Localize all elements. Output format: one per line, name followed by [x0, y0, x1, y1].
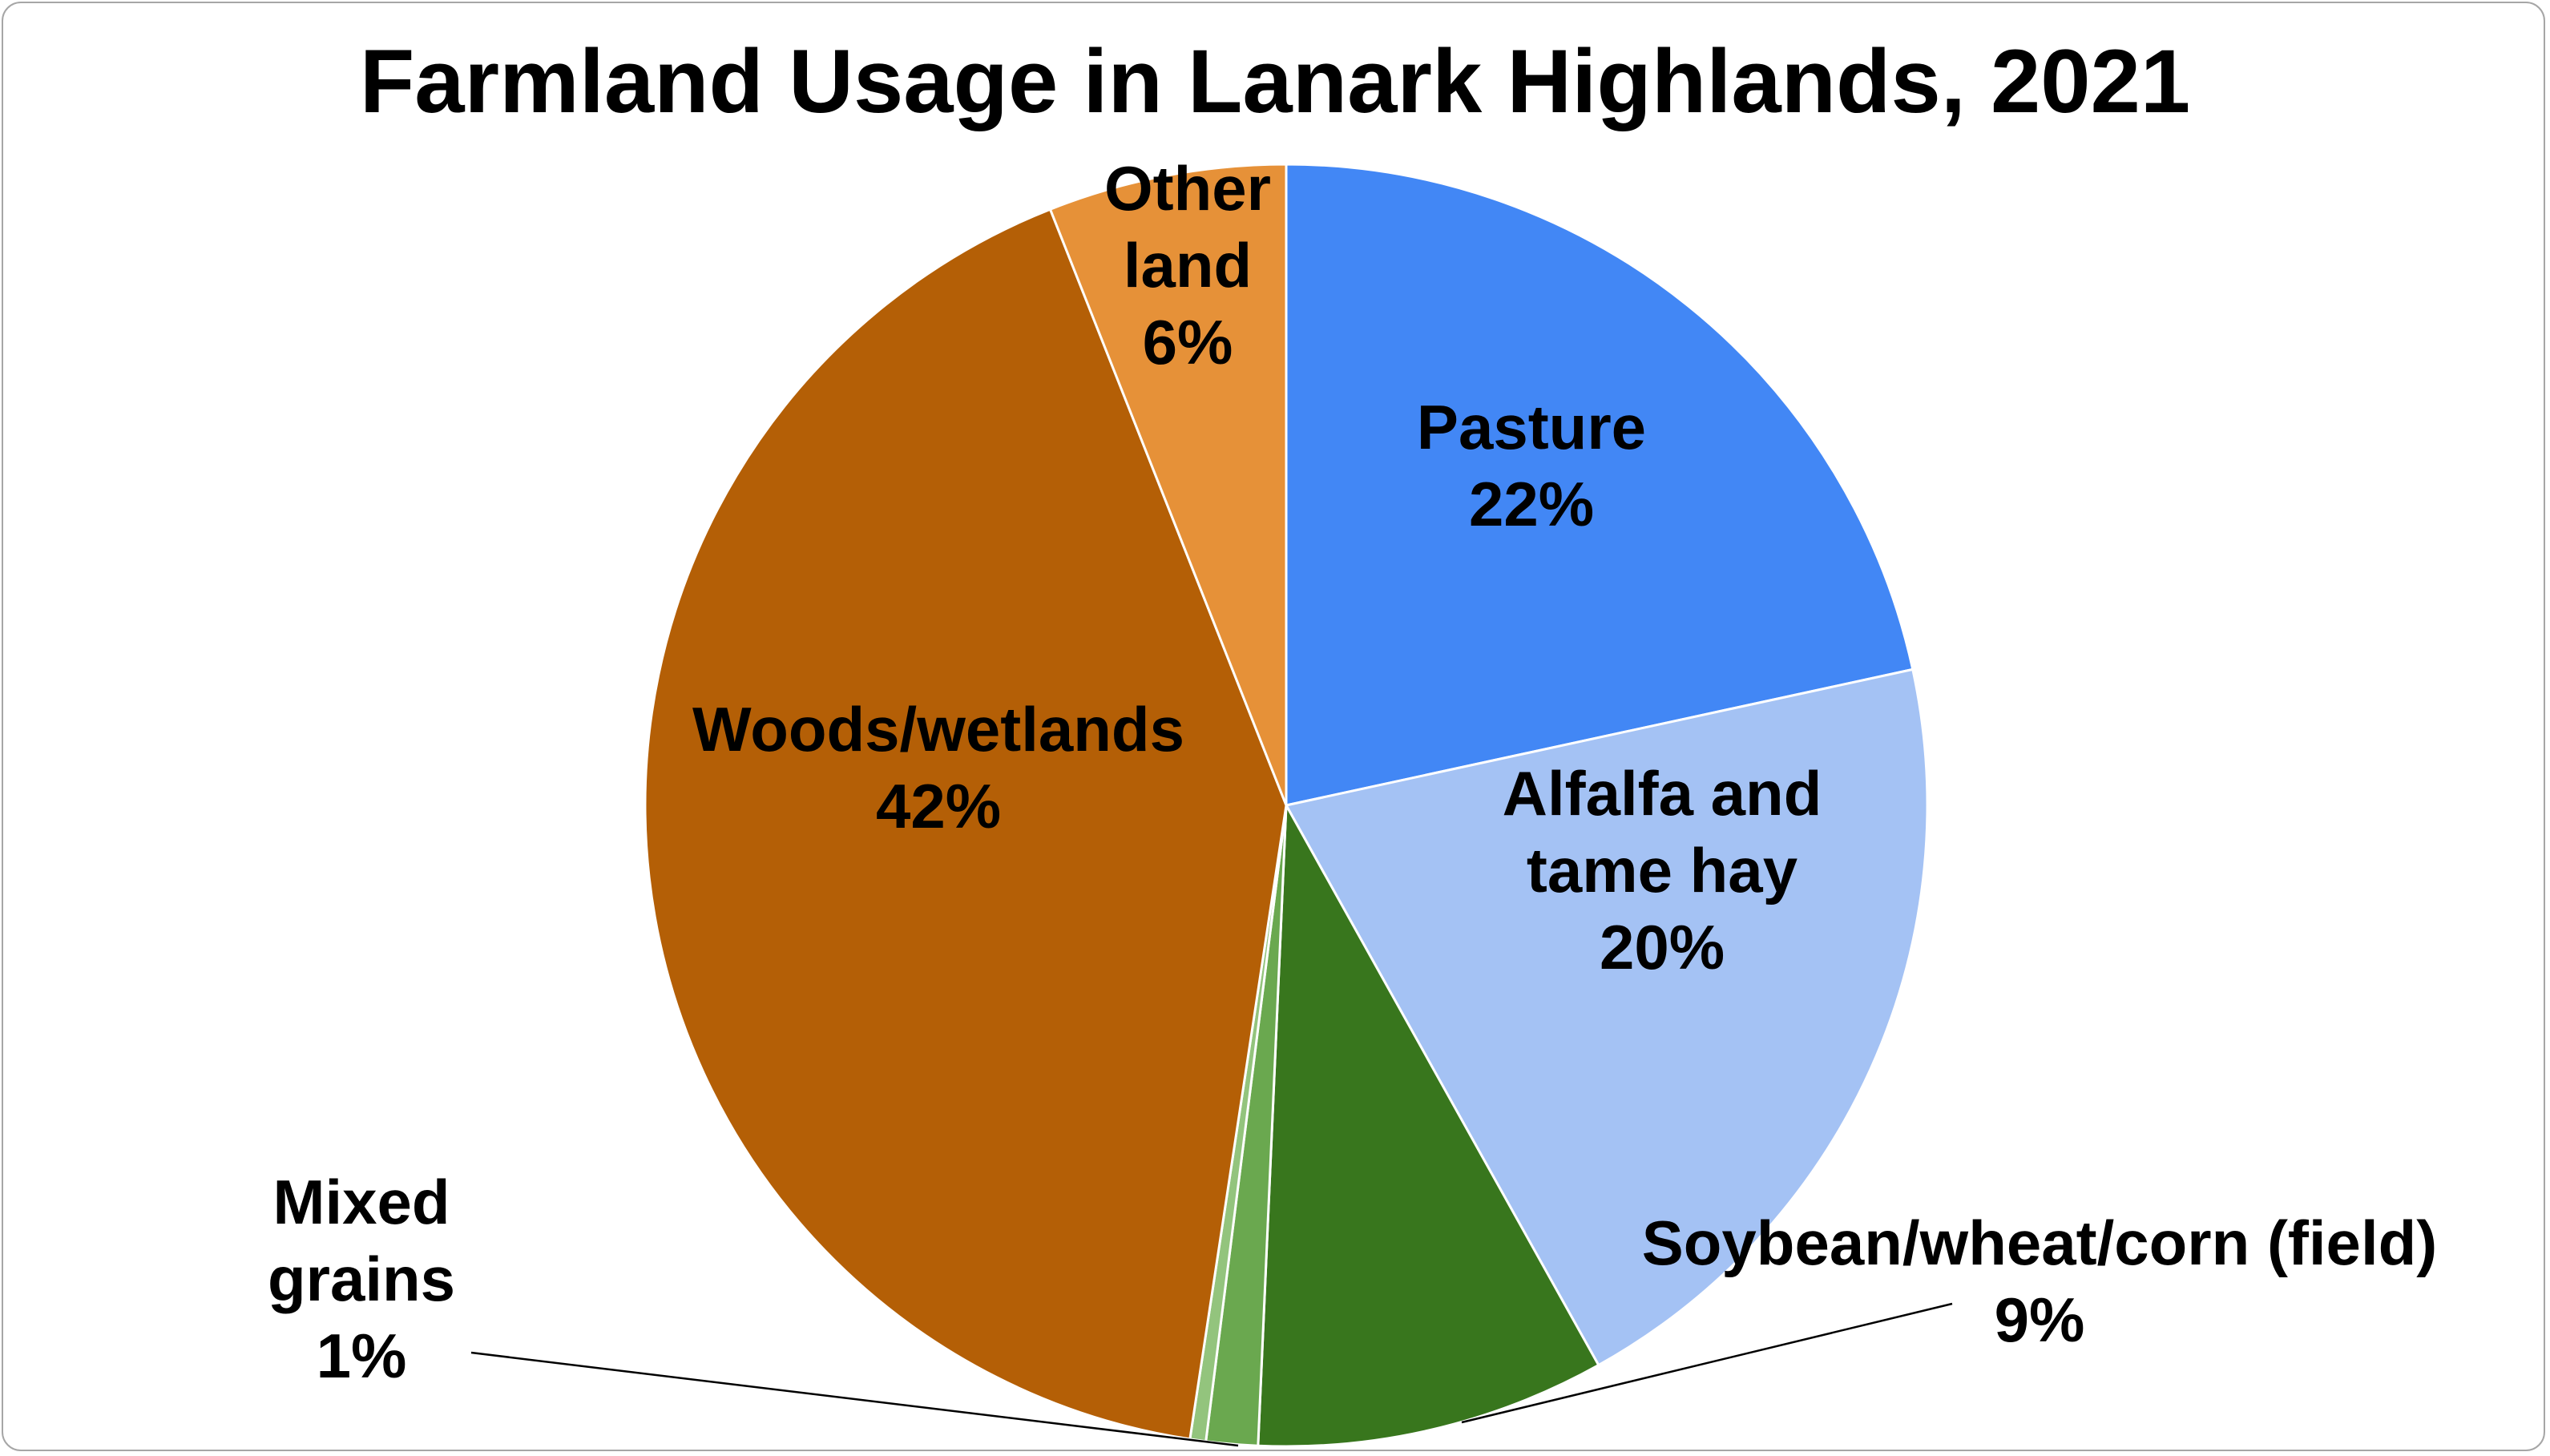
- slice-label-line: Soybean/wheat/corn (field): [1642, 1208, 2437, 1278]
- slice-label-line: 20%: [1600, 912, 1725, 982]
- slice-label-5: Woods/wetlands 42%: [692, 694, 1184, 841]
- leader-lines: [470, 1302, 1953, 1447]
- slice-label-line: grains: [268, 1244, 455, 1314]
- slice-labels: Pasture 22% Alfalfa and tame hay 20% Soybean/…: [268, 153, 2437, 1391]
- slice-label-0: Pasture 22%: [1417, 392, 1646, 539]
- pie-slice-5: [644, 208, 1288, 1441]
- slice-label-2: Soybean/wheat/corn (field) 9%: [1642, 1208, 2437, 1355]
- slice-label-line: Alfalfa and: [1503, 758, 1822, 829]
- slice-label-line: Woods/wetlands: [692, 694, 1184, 764]
- slice-label-line: 22%: [1469, 469, 1594, 539]
- slice-label-6: Other land 6%: [1104, 153, 1271, 377]
- slice-label-line: Other: [1104, 153, 1271, 224]
- slice-label-1: Alfalfa and tame hay 20%: [1503, 758, 1822, 982]
- slice-label-line: 42%: [876, 771, 1001, 841]
- pie-slice-1: [1285, 668, 1929, 1367]
- slice-label-line: Pasture: [1417, 392, 1646, 462]
- pie-slice-0: [1285, 163, 1915, 807]
- pie-slice-6: [1049, 163, 1288, 807]
- slice-label-line: 6%: [1143, 307, 1233, 377]
- slice-label-line: Mixed: [272, 1167, 450, 1237]
- slice-label-line: 1%: [317, 1321, 407, 1391]
- pie-slice-2: [1257, 804, 1600, 1448]
- slice-label-line: tame hay: [1527, 835, 1798, 905]
- slice-label-line: 9%: [1995, 1285, 2085, 1355]
- slice-label-4: Mixed grains 1%: [268, 1167, 455, 1391]
- chart-title: Farmland Usage in Lanark Highlands, 2021: [360, 31, 2190, 131]
- pie-slices: [644, 163, 1929, 1448]
- slice-label-line: land: [1124, 230, 1252, 300]
- leader-line-4: [470, 1351, 1239, 1447]
- leader-line-2: [1461, 1302, 1953, 1424]
